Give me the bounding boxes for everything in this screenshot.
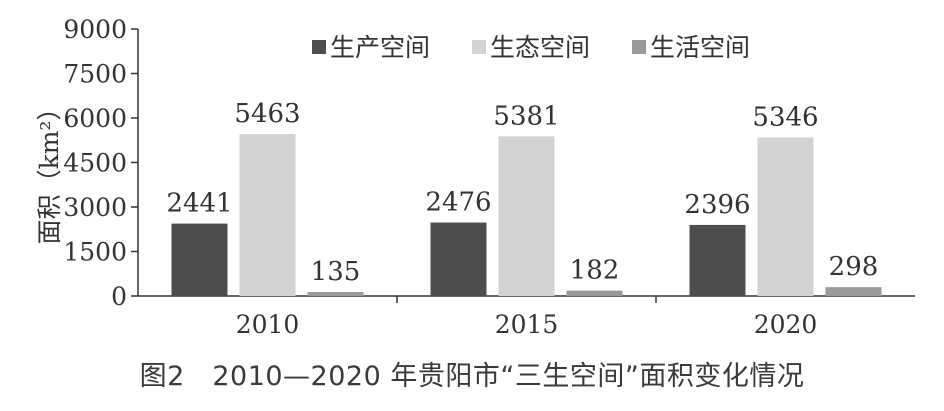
data-label: 298 [829, 252, 879, 282]
data-label: 5346 [752, 102, 818, 132]
y-tick-label: 0 [111, 282, 127, 311]
bars [171, 133, 882, 296]
x-tick-label: 2015 [495, 310, 559, 339]
bar-chart: 0 1500 3000 4500 6000 7500 9000 2010 2015 2020 2… [35, 15, 915, 339]
y-tick-label: 4500 [63, 149, 127, 178]
legend-swatch [472, 40, 486, 54]
data-label: 182 [570, 256, 620, 286]
data-label: 135 [311, 257, 361, 287]
figure-caption: 图2 2010—2020 年贵阳市“三生空间”面积变化情况 [139, 361, 805, 392]
bar [757, 137, 814, 296]
legend-label: 生活空间 [650, 33, 750, 62]
data-label: 2396 [684, 190, 750, 220]
legend-label: 生产空间 [330, 33, 430, 62]
bar [171, 223, 228, 296]
x-axis: 2010 2015 2020 [138, 295, 915, 339]
y-tick-label: 6000 [63, 104, 127, 133]
legend-swatch [632, 40, 646, 54]
y-tick-label: 1500 [63, 238, 127, 267]
bar [498, 136, 555, 296]
bar [239, 133, 296, 296]
y-tick-label: 7500 [63, 60, 127, 89]
y-axis: 0 1500 3000 4500 6000 7500 9000 [63, 15, 139, 311]
x-tick-label: 2010 [236, 310, 300, 339]
data-labels: 2441 5463 135 2476 5381 182 2396 5346 298 [166, 99, 878, 287]
data-label: 5381 [493, 101, 559, 131]
bar [307, 291, 364, 296]
legend-label: 生态空间 [490, 33, 590, 62]
data-label: 2441 [166, 189, 232, 219]
bar [825, 287, 882, 296]
legend-swatch [312, 40, 326, 54]
bar [430, 222, 487, 296]
bar [566, 290, 623, 296]
y-tick-label: 3000 [63, 193, 127, 222]
bar [689, 224, 746, 296]
y-tick-label: 9000 [63, 15, 127, 44]
y-axis-title: 面积（km²） [35, 96, 64, 245]
data-label: 2476 [425, 188, 491, 218]
legend: 生产空间 生态空间 生活空间 [312, 33, 750, 62]
x-tick-label: 2020 [754, 310, 818, 339]
data-label: 5463 [234, 99, 300, 129]
